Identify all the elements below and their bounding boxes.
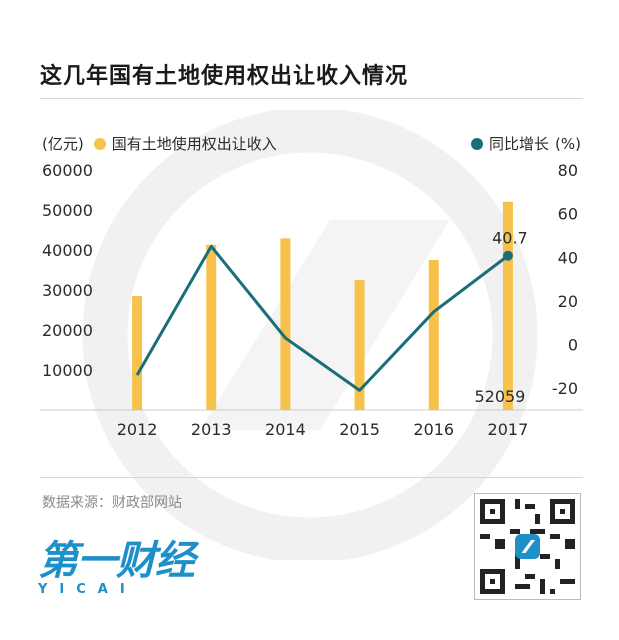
- right-axis-tick-label: -20: [552, 379, 578, 398]
- legend-left: (亿元) 国有土地使用权出让收入: [42, 133, 277, 154]
- x-axis-tick-label: 2014: [265, 420, 306, 439]
- logo-sub-text: YICAI: [38, 582, 137, 597]
- bar-legend-label: 国有土地使用权出让收入: [111, 135, 277, 153]
- x-axis-tick-label: 2017: [488, 420, 529, 439]
- left-axis-tick-label: 20000: [42, 321, 93, 340]
- chart-title: 这几年国有土地使用权出让收入情况: [40, 64, 409, 89]
- right-axis-tick-label: 40: [558, 248, 578, 267]
- bar-2016: [428, 260, 439, 410]
- yicai-logo: 第一财经 YICAI: [38, 528, 195, 597]
- right-axis-tick-label: 0: [568, 336, 578, 355]
- left-axis-tick-label: 40000: [42, 241, 93, 260]
- left-axis-tick-label: 30000: [42, 281, 93, 300]
- left-axis-unit: (亿元): [42, 135, 84, 153]
- growth-line: [135, 244, 509, 392]
- left-axis-tick-label: 50000: [42, 201, 93, 220]
- legend-right: 同比增长 (%): [461, 133, 581, 154]
- right-axis-tick-label: 80: [558, 161, 578, 180]
- logo-main-text: 第一财经: [38, 538, 195, 584]
- combo-chart: 10000 20000 30000 40000 50000 60000 -20 0 20 40 60…: [40, 161, 583, 439]
- bar-2013: [206, 244, 217, 410]
- bar-2012: [132, 296, 143, 410]
- growth-point-2017: [502, 250, 513, 261]
- x-axis-tick-label: 2015: [339, 420, 380, 439]
- annotation-growth-2017: 40.7: [492, 229, 528, 248]
- x-axis-tick-label: 2012: [117, 420, 158, 439]
- annotation-revenue-2017: 52059: [474, 387, 525, 406]
- right-axis-tick-label: 60: [558, 205, 578, 224]
- left-axis-tick-label: 10000: [42, 361, 93, 380]
- bar-legend-swatch: [93, 137, 106, 150]
- right-axis-tick-label: 20: [558, 292, 578, 311]
- bar-2017: [502, 201, 513, 410]
- data-source: 数据来源：财政部网站: [42, 495, 182, 511]
- line-legend-swatch: [471, 137, 484, 150]
- top-divider: [40, 98, 583, 99]
- left-axis-tick-label: 60000: [42, 161, 93, 180]
- bar-2014: [280, 238, 291, 410]
- x-axis-tick-label: 2013: [191, 420, 232, 439]
- bottom-divider: [40, 477, 583, 478]
- x-axis-tick-label: 2016: [413, 420, 454, 439]
- bar-2015: [354, 280, 365, 410]
- right-axis-unit: (%): [555, 134, 581, 153]
- qr-code: [474, 493, 581, 600]
- line-legend-label: 同比增长: [489, 135, 550, 153]
